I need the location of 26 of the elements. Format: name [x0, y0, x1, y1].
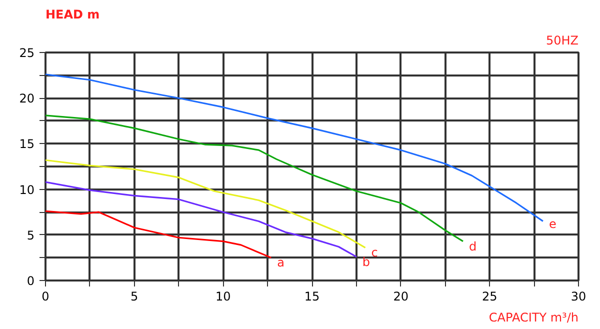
y-tick-label: 25: [19, 46, 35, 60]
y-tick-label: 20: [19, 92, 35, 106]
x-tick-label: 25: [482, 290, 498, 304]
series-label: a: [277, 256, 284, 270]
chart-title: 50HZ: [546, 34, 578, 48]
x-tick-label: 30: [570, 290, 586, 304]
x-tick-label: 10: [216, 290, 231, 304]
y-tick-label: 10: [19, 182, 35, 197]
y-axis-title: HEAD m: [46, 8, 100, 22]
line-series: [46, 210, 272, 258]
y-tick-label: 5: [26, 228, 35, 242]
x-tick-label: 5: [130, 290, 138, 304]
y-tick-label: 15: [19, 137, 35, 152]
x-tick-label: 15: [304, 290, 320, 304]
series-label: e: [548, 217, 556, 232]
y-tick-label: 0: [26, 274, 35, 288]
line-series: [46, 181, 358, 258]
line-series: [46, 114, 464, 242]
x-axis-title: CAPACITY m³/h: [488, 310, 579, 324]
series-label: d: [469, 239, 477, 254]
series-label: c: [371, 246, 378, 260]
line-series: [46, 74, 544, 222]
line-series: [46, 159, 366, 248]
series-label: b: [362, 254, 370, 269]
x-tick-label: 0: [42, 290, 50, 304]
x-tick-label: 20: [393, 290, 408, 304]
